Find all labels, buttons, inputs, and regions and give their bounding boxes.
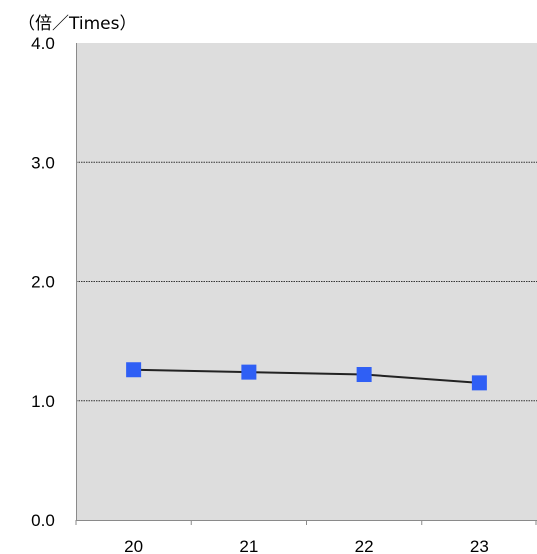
series-line	[133, 368, 480, 384]
x-tick-label: 23	[470, 537, 489, 554]
y-tick-label: 0.0	[31, 511, 55, 530]
y-tick-label: 2.0	[31, 273, 55, 292]
y-unit-label: （倍／Times）	[18, 14, 136, 34]
axes	[75, 43, 537, 525]
x-tick-label: 21	[239, 537, 258, 554]
x-axis-ticks: 20 21 22 23	[124, 537, 489, 554]
x-tick-label: 22	[355, 537, 374, 554]
data-point	[471, 375, 487, 391]
x-tick-label: 20	[124, 537, 143, 554]
data-point	[356, 367, 372, 383]
y-axis-ticks: 0.0 1.0 2.0 3.0 4.0	[31, 34, 55, 530]
y-tick-label: 3.0	[31, 153, 55, 172]
series-layer	[126, 362, 487, 391]
data-point	[241, 364, 257, 380]
gridlines	[76, 161, 537, 402]
y-tick-label: 4.0	[31, 34, 55, 53]
y-tick-label: 1.0	[31, 392, 55, 411]
data-point	[126, 362, 142, 378]
